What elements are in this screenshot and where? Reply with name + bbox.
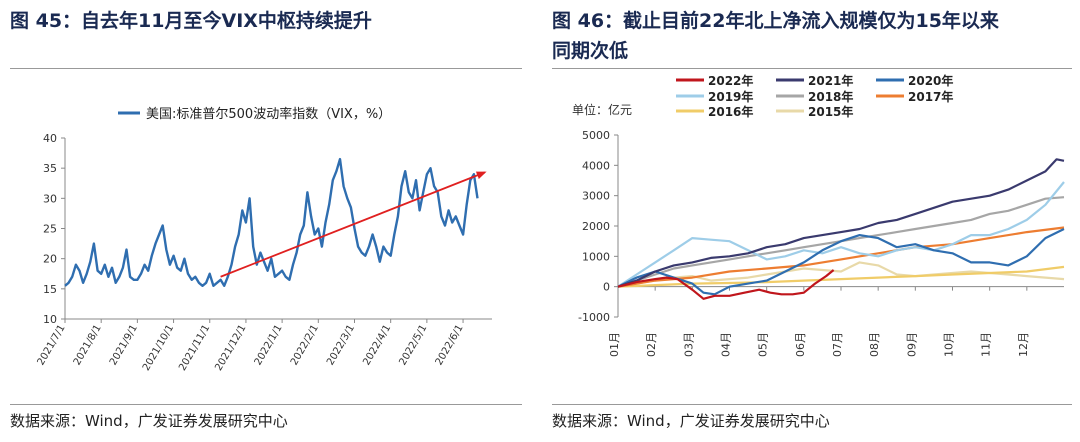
vix-y-tick-label: 40 [43, 132, 57, 145]
flow-series-line-2019年 [617, 181, 1065, 288]
flow-x-tick-label: 02月 [645, 332, 658, 357]
unit-label: 单位：亿元 [572, 102, 632, 117]
flow-x-tick-label: 04月 [720, 332, 733, 357]
flow-series-line-2021年 [617, 158, 1065, 288]
flow-legend-label: 2019年 [708, 89, 753, 104]
right-title-rule [552, 68, 1072, 69]
flow-x-tick-label: 10月 [943, 332, 956, 357]
flow-y-tick-label: 3000 [582, 190, 610, 203]
flow-x-tick-label: 05月 [757, 332, 770, 357]
flow-legend-label: 2021年 [808, 73, 853, 88]
left-panel-title: 图 45：自去年11月至今VIX中枢持续提升 [10, 10, 372, 32]
vix-y-tick-label: 10 [43, 313, 57, 326]
right-source-note: 数据来源：Wind，广发证券发展研究中心 [552, 412, 830, 430]
flow-x-tick-label: 07月 [831, 332, 844, 357]
flow-x-tick-label: 11月 [980, 332, 993, 357]
flow-x-tick-label: 08月 [868, 332, 881, 357]
flow-series-line-2020年 [617, 228, 1065, 296]
flow-y-tick-label: -1000 [578, 311, 610, 324]
right-panel-title-line2: 同期次低 [552, 40, 629, 62]
flow-legend-label: 2020年 [908, 73, 953, 88]
flow-series-line-2022年 [617, 269, 835, 300]
vix-trend-arrow [220, 171, 487, 278]
flow-y-tick-label: 2000 [582, 220, 610, 233]
flow-y-tick-label: 0 [603, 281, 610, 294]
vix-series-line [64, 157, 479, 287]
flow-y-tick-label: 4000 [582, 159, 610, 172]
flow-x-tick-label: 01月 [608, 332, 621, 357]
flow-y-tick-label: 5000 [582, 129, 610, 142]
left-source-rule [10, 404, 522, 405]
vix-y-tick-label: 15 [43, 283, 57, 296]
right-panel-title-line1: 图 46：截止目前22年北上净流入规模仅为15年以来 [552, 10, 999, 32]
flow-legend-label: 2022年 [708, 73, 753, 88]
flow-legend-label: 2016年 [708, 104, 753, 119]
flow-x-tick-label: 03月 [682, 332, 695, 357]
vix-y-tick-label: 35 [43, 162, 57, 175]
vix-y-tick-label: 30 [43, 192, 57, 205]
vix-y-tick-label: 20 [43, 253, 57, 266]
flow-series-line-2017年 [617, 226, 1065, 288]
flow-x-tick-label: 06月 [794, 332, 807, 357]
flow-legend-label: 2018年 [808, 89, 853, 104]
left-source-note: 数据来源：Wind，广发证券发展研究中心 [10, 412, 288, 430]
northbound-flow-chart: 单位：亿元 2022年 2021年 2020年 2019年 2018年 2017年 2016… [572, 73, 1065, 357]
vix-chart: 美国:标准普尔500波动率指数（VIX，%） 10152025303540202… [36, 106, 492, 373]
flow-x-tick-label: 12月 [1017, 332, 1030, 357]
vix-legend: 美国:标准普尔500波动率指数（VIX，%） [118, 106, 391, 122]
vix-y-tick-label: 25 [43, 223, 57, 236]
flow-legend-label: 2017年 [908, 89, 953, 104]
vix-legend-label: 美国:标准普尔500波动率指数（VIX，%） [146, 106, 391, 122]
flow-legend-label: 2015年 [808, 104, 853, 119]
flow-y-tick-label: 1000 [582, 250, 610, 263]
flow-x-tick-label: 09月 [905, 332, 918, 357]
right-source-rule [552, 404, 1072, 405]
left-title-rule [10, 68, 522, 69]
